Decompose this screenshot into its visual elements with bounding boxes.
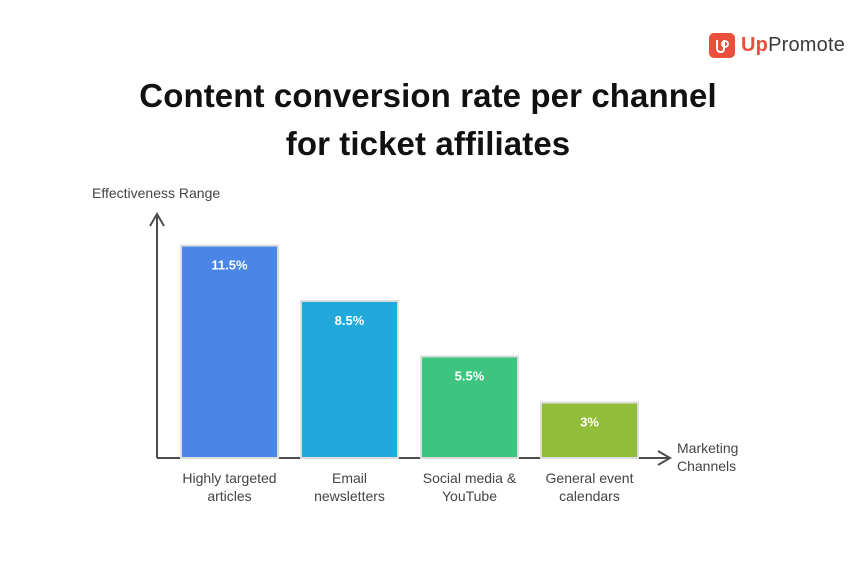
category-label-2: Social media & YouTube — [423, 470, 517, 504]
category-label-0: Highly targeted articles — [182, 470, 276, 504]
brand-name-rest: Promote — [768, 34, 846, 56]
bar-value-label-2: 5.5% — [455, 368, 485, 383]
category-label-1: Email newsletters — [314, 470, 385, 504]
category-label-3-line-0: General event — [546, 470, 634, 486]
category-label-0-line-1: articles — [207, 488, 251, 504]
bar-0 — [180, 244, 279, 459]
bar-value-label-3: 3% — [580, 415, 599, 430]
bars-group: 11.5% Highly targeted articles 8.5% Email new… — [180, 244, 639, 504]
category-label-2-line-0: Social media & — [423, 470, 517, 486]
category-label-1-line-0: Email — [332, 470, 367, 486]
category-label-3-line-1: calendars — [559, 488, 620, 504]
x-axis-label-line-1: Marketing — [677, 440, 738, 456]
x-axis-label-line-2: Channels — [677, 458, 736, 474]
chart-title-line-1: Content conversion rate per channel — [139, 77, 717, 114]
chart-title: Content conversion rate per channel for … — [0, 72, 856, 168]
chart-title-line-2: for ticket affiliates — [285, 125, 571, 162]
bar-3 — [540, 401, 639, 459]
x-axis-arrow-icon — [657, 450, 672, 466]
x-axis-label: Marketing Channels — [677, 440, 742, 474]
bar-2 — [420, 355, 519, 459]
category-label-3: General event calendars — [546, 470, 634, 504]
brand-name: UpPromote — [741, 34, 845, 57]
brand-logo: UpPromote — [709, 33, 845, 58]
category-label-2-line-1: YouTube — [442, 488, 497, 504]
category-label-1-line-1: newsletters — [314, 488, 385, 504]
bar-1 — [300, 299, 399, 460]
bar-value-label-1: 8.5% — [335, 313, 365, 328]
y-axis-label: Effectiveness Range — [92, 185, 220, 201]
y-axis-arrow-icon — [149, 212, 165, 227]
upromote-logo-icon — [709, 33, 735, 58]
bar-value-label-0: 11.5% — [211, 258, 248, 273]
brand-name-accent: Up — [741, 34, 769, 56]
category-label-0-line-0: Highly targeted — [182, 470, 276, 486]
